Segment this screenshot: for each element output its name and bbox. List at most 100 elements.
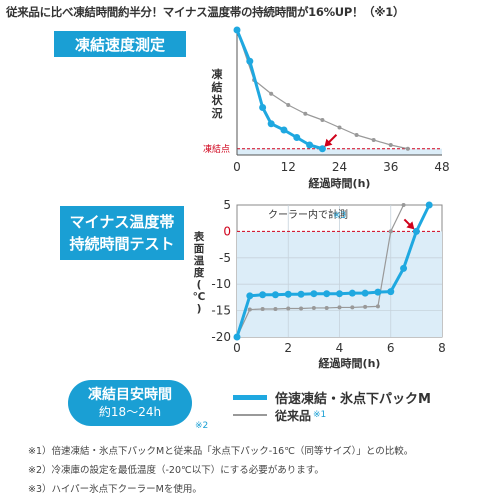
product-series-point (412, 227, 420, 235)
y-tick-label: -20 (211, 330, 231, 344)
footnotes: ※1）倍速凍結・氷点下パックMと従来品「氷点下パック-16℃（同等サイズ）」との… (28, 442, 413, 499)
freeze-region (237, 148, 442, 155)
product-series-point (233, 333, 241, 341)
product-series-point (374, 288, 382, 296)
conventional-series-point (303, 111, 308, 116)
conventional-series-point (299, 306, 304, 311)
y-axis-label-char: 状 (212, 93, 224, 107)
x-axis-label: 経過時間(h) (309, 176, 371, 190)
minus-test-badge-line1: マイナス温度帯 (69, 213, 175, 231)
conventional-series-line (236, 204, 405, 338)
y-axis-label-char: ℃ (193, 291, 206, 303)
conventional-series-point (286, 306, 291, 311)
minus-test-badge-line2: 持続時間テスト (69, 235, 175, 253)
freeze-time-title: 凍結目安時間 (88, 387, 172, 403)
x-tick-label: 0 (233, 160, 241, 174)
conventional-series-point (286, 103, 291, 107)
product-series-point (259, 104, 267, 111)
legend: 倍速凍結・氷点下パックM 従来品 ※1 (233, 388, 431, 424)
y-axis-label-char: 度 (194, 266, 205, 279)
y-tick-label: 0 (223, 224, 231, 238)
footnote-3: ※3）ハイパー氷点下クーラーMを使用。 (28, 484, 202, 495)
x-tick-label: 12 (281, 160, 296, 174)
conventional-series-point (260, 307, 265, 312)
legend-swatch-conventional (233, 414, 267, 416)
y-tick-label: -10 (211, 277, 231, 291)
product-series-point (233, 26, 241, 34)
legend-label-product: 倍速凍結・氷点下パックM (275, 391, 431, 407)
y-axis-label-char: 結 (212, 80, 223, 94)
footnote-2: ※2）冷凍庫の設定を最低温度（-20℃以下）にする必要があります。 (28, 465, 324, 476)
x-tick-label: 8 (438, 341, 446, 355)
freeze-test-badge: 凍結速度測定 (54, 31, 186, 57)
y-axis-label-char: ) (197, 303, 202, 315)
product-series-point (259, 291, 267, 299)
y-tick-label: -15 (211, 304, 231, 318)
y-axis-label-char: 凍 (212, 67, 224, 81)
conventional-series-point (324, 305, 329, 310)
conventional-series-point (350, 305, 355, 310)
product-series-point (267, 120, 275, 128)
freeze-time-note: ※2 (195, 421, 209, 431)
product-series-point (306, 141, 314, 149)
product-series-point (310, 290, 318, 298)
minus-duration-chart: 50-5-10-15-200 2 4 6 8経過時間(h)表面温度(℃)クーラー内で計測… (193, 198, 446, 370)
footnote-1: ※1）倍速凍結・氷点下パックMと従来品「氷点下パック-16℃（同等サイズ）」との… (28, 446, 414, 457)
legend-swatch-product (233, 394, 267, 400)
x-tick-label: 48 (434, 160, 449, 174)
x-tick-label: 6 (387, 341, 395, 355)
x-tick-label: 4 (336, 341, 344, 355)
annotation: クーラー内で計測 (268, 208, 348, 221)
x-tick-label: 0 (233, 341, 241, 355)
legend-label-conventional: 従来品 (275, 408, 312, 423)
minus-test-badge: マイナス温度帯 持続時間テスト (60, 206, 184, 260)
legend-note-conventional: ※1 (313, 410, 327, 420)
y-tick-label: -5 (219, 251, 231, 265)
legend-item-conventional: 従来品 ※1 (233, 406, 431, 424)
freeze-time-pill: 凍結目安時間 約18〜24h (68, 380, 192, 426)
y-axis-label-char: 表 (193, 230, 205, 243)
product-series-point (425, 201, 433, 209)
product-series-point (284, 290, 292, 298)
arrow-head (406, 221, 415, 230)
product-series-point (246, 57, 254, 65)
y-axis-label-char: 温 (194, 254, 205, 267)
x-tick-label: 24 (332, 160, 347, 174)
x-axis-label: 経過時間(h) (319, 356, 381, 370)
x-tick-label: 2 (284, 341, 292, 355)
x-tick-label: 36 (383, 160, 398, 174)
product-series-point (280, 126, 288, 134)
product-series-point (318, 145, 326, 153)
conventional-series-point (405, 146, 410, 151)
conventional-series-point (363, 304, 368, 309)
legend-item-product: 倍速凍結・氷点下パックM (233, 388, 431, 407)
product-series-point (387, 288, 395, 296)
freeze-time-range: 約18〜24h (98, 405, 162, 419)
product-series-point (348, 289, 356, 297)
y-axis-label-char: 面 (194, 243, 205, 255)
product-series-point (400, 264, 408, 272)
conventional-series-point (388, 229, 393, 234)
product-series-point (293, 134, 301, 141)
product-series-point (323, 290, 331, 298)
conventional-series-point (320, 118, 325, 122)
product-series-point (271, 291, 279, 299)
conventional-series-point (354, 133, 359, 137)
y-axis-label-char: 況 (212, 106, 223, 120)
product-series-point (336, 290, 343, 298)
freeze-point-label: 凍結点 (203, 143, 230, 155)
conventional-series-point (337, 305, 342, 310)
product-series-point (361, 289, 369, 297)
conventional-series-point (247, 307, 252, 312)
conventional-series-point (401, 203, 406, 207)
conventional-series-point (371, 138, 376, 142)
conventional-series-point (337, 125, 342, 130)
arrow-head (324, 138, 333, 147)
product-series-point (297, 290, 305, 298)
y-tick-label: 5 (223, 198, 231, 212)
product-series-line (235, 204, 431, 338)
conventional-series-point (273, 307, 278, 312)
conventional-series-point (388, 143, 393, 147)
annotation-note: ※3 (333, 211, 346, 221)
